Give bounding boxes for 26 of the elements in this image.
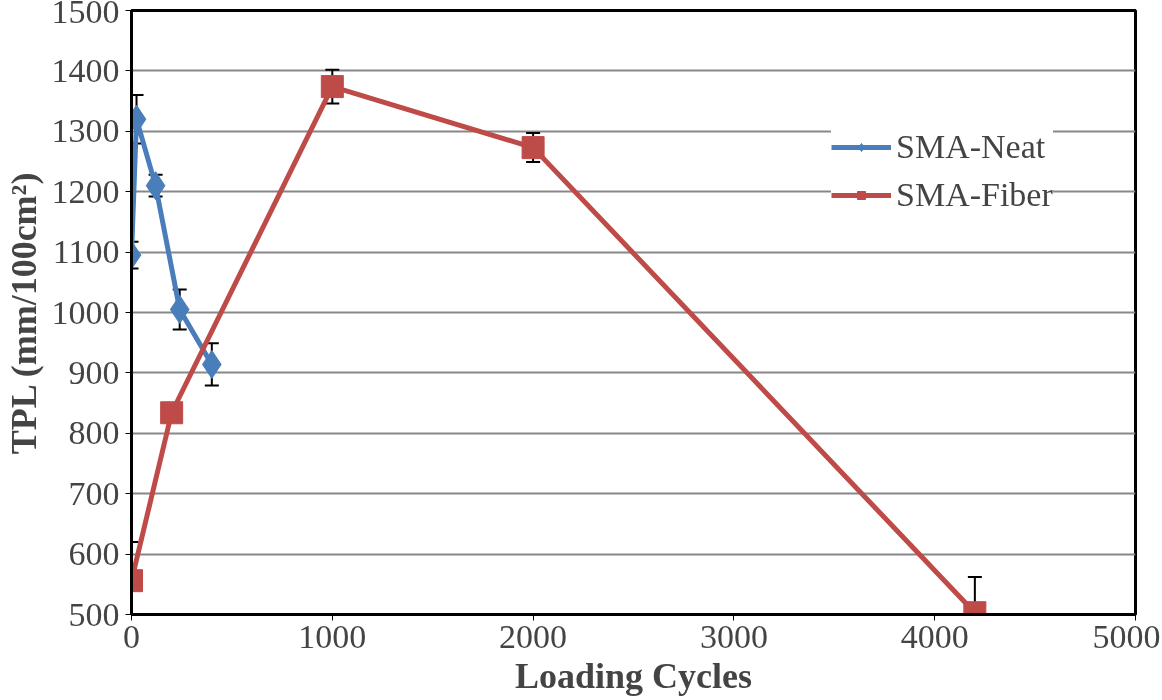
x-tick-label: 1000 (298, 617, 367, 655)
point (160, 401, 184, 425)
legend-label: SMA-Fiber (896, 176, 1053, 214)
y-tick-label: 1000 (51, 293, 120, 331)
x-tick-label: 0 (123, 617, 140, 655)
y-tick-label: 500 (68, 595, 120, 633)
y-tick-label: 900 (68, 353, 120, 391)
x-tick-label: 5000 (1092, 617, 1161, 655)
y-tick-label: 800 (68, 414, 120, 452)
y-tick-label: 1200 (51, 172, 120, 210)
x-tick-label: 4000 (900, 617, 969, 655)
y-tick-label: 1100 (52, 233, 120, 271)
legend-label: SMA-Neat (896, 128, 1046, 166)
point (521, 136, 545, 160)
y-axis-title: TPL (mm/100cm²) (3, 172, 44, 455)
y-tick-label: 1500 (51, 0, 120, 30)
x-tick-label: 3000 (699, 617, 768, 655)
y-tick-label: 1300 (51, 112, 120, 150)
point (320, 75, 344, 99)
point (169, 294, 190, 324)
x-tick-label: 2000 (499, 617, 568, 655)
x-axis-title: Loading Cycles (514, 655, 753, 696)
y-tick-label: 600 (68, 535, 120, 573)
point (201, 349, 222, 379)
y-tick-label: 1400 (51, 51, 120, 89)
y-tick-label: 700 (68, 474, 120, 512)
